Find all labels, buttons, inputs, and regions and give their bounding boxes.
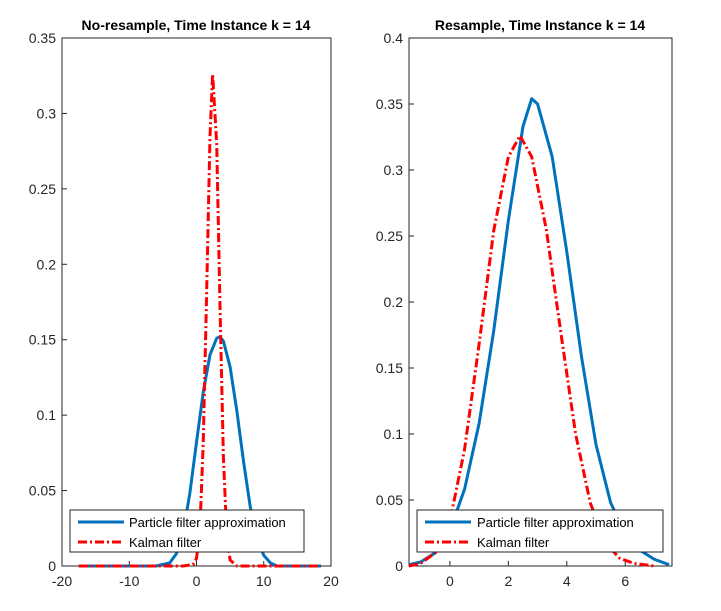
y-tick-label: 0.1 [384, 426, 404, 442]
y-tick-label: 0 [48, 558, 56, 574]
chart-title: No-resample, Time Instance k = 14 [82, 17, 311, 33]
subplot-no-resample: No-resample, Time Instance k = 14 00.050… [29, 17, 339, 589]
legend-label-pf: Particle filter approximation [129, 515, 286, 530]
chart-title: Resample, Time Instance k = 14 [435, 17, 645, 33]
x-tick-label: 2 [504, 573, 512, 589]
y-tick-label: 0.2 [37, 256, 57, 272]
x-tick-label: 0 [446, 573, 454, 589]
y-tick-label: 0.25 [29, 181, 56, 197]
plot-area [408, 37, 673, 567]
legend-label-kf: Kalman filter [129, 535, 202, 550]
legend-label-pf: Particle filter approximation [477, 515, 634, 530]
legend: Particle filter approximation Kalman fil… [416, 509, 664, 553]
x-tick-label: 6 [621, 573, 629, 589]
plot-area [61, 37, 332, 567]
y-tick-label: 0.05 [376, 492, 403, 508]
y-tick-label: 0.15 [376, 360, 403, 376]
legend-box [416, 509, 664, 553]
legend-box [69, 509, 305, 553]
x-tick-label: 10 [256, 573, 272, 589]
y-tick-label: 0.3 [384, 162, 404, 178]
y-tick-label: 0.35 [29, 30, 56, 46]
y-tick-label: 0 [395, 558, 403, 574]
legend-label-kf: Kalman filter [477, 535, 550, 550]
y-tick-label: 0.05 [29, 483, 56, 499]
y-tick-label: 0.4 [384, 30, 404, 46]
legend: Particle filter approximation Kalman fil… [69, 509, 305, 553]
x-tick-label: -10 [119, 573, 139, 589]
y-tick-label: 0.1 [37, 407, 57, 423]
y-tick-label: 0.35 [376, 96, 403, 112]
subplot-resample: Resample, Time Instance k = 14 00.050.10… [376, 17, 673, 589]
x-tick-label: 20 [323, 573, 339, 589]
y-tick-label: 0.3 [37, 105, 57, 121]
y-tick-label: 0.2 [384, 294, 404, 310]
x-tick-label: 4 [563, 573, 571, 589]
y-axis: 0 0.05 0.1 0.15 0.2 0.25 0.3 0.35 [29, 30, 67, 574]
x-tick-label: -20 [52, 573, 72, 589]
y-tick-label: 0.15 [29, 332, 56, 348]
y-tick-label: 0.25 [376, 228, 403, 244]
y-axis: 0 0.05 0.1 0.15 0.2 0.25 0.3 0.35 0.4 [376, 30, 414, 574]
x-tick-label: 0 [193, 573, 201, 589]
x-axis: -20 -10 0 10 20 [52, 561, 339, 589]
x-axis: 0 2 4 6 [446, 561, 629, 589]
